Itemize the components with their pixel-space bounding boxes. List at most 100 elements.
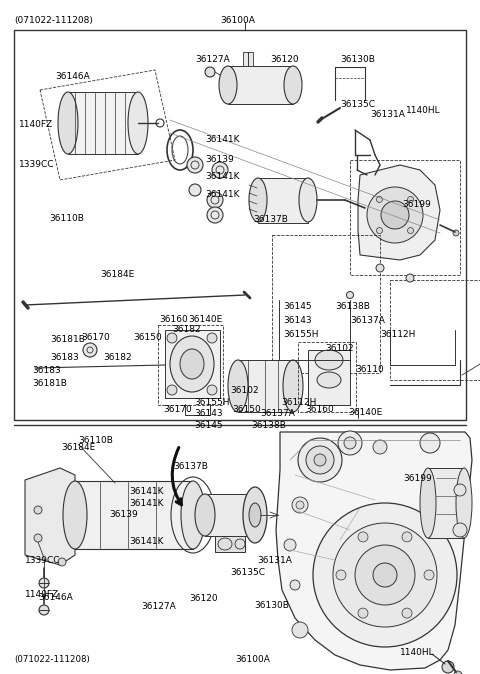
Polygon shape [276, 432, 472, 670]
Ellipse shape [317, 372, 341, 388]
Circle shape [290, 580, 300, 590]
Bar [258, 178, 308, 223]
Circle shape [376, 196, 383, 202]
Circle shape [167, 385, 177, 395]
Bar [14, 30, 466, 420]
Text: 36143: 36143 [194, 409, 223, 418]
Bar [215, 536, 245, 552]
Circle shape [367, 187, 423, 243]
Bar [350, 160, 460, 275]
Circle shape [336, 570, 346, 580]
Ellipse shape [284, 66, 302, 104]
Circle shape [207, 207, 223, 223]
Circle shape [306, 446, 334, 474]
Circle shape [39, 578, 49, 588]
Text: 36139: 36139 [205, 155, 234, 164]
Ellipse shape [195, 494, 215, 536]
Text: 36127A: 36127A [142, 602, 176, 611]
Text: 1140FZ: 1140FZ [25, 590, 59, 599]
Bar [205, 494, 255, 536]
Text: 36150: 36150 [133, 333, 162, 342]
Ellipse shape [228, 360, 248, 412]
Circle shape [420, 433, 440, 453]
Text: 36130B: 36130B [340, 55, 375, 64]
Ellipse shape [420, 468, 436, 538]
Text: 1140FZ: 1140FZ [19, 120, 53, 129]
Text: 36139: 36139 [109, 510, 138, 519]
Bar [158, 325, 223, 405]
Text: 36137A: 36137A [350, 316, 385, 325]
Text: 36135C: 36135C [230, 568, 265, 577]
Ellipse shape [283, 360, 303, 412]
Circle shape [453, 230, 459, 236]
Ellipse shape [128, 92, 148, 154]
Circle shape [381, 201, 409, 229]
Ellipse shape [58, 92, 78, 154]
Circle shape [296, 501, 304, 509]
Text: 36110B: 36110B [78, 436, 113, 445]
Text: 36138B: 36138B [251, 421, 286, 429]
Bar [243, 52, 253, 66]
Text: 36130B: 36130B [254, 601, 289, 610]
Bar [308, 350, 350, 405]
Text: 36138B: 36138B [335, 302, 370, 311]
Bar [75, 481, 193, 549]
Circle shape [442, 661, 454, 673]
Text: 36141K: 36141K [130, 537, 164, 545]
Circle shape [424, 570, 434, 580]
Text: 36140E: 36140E [188, 315, 222, 324]
Circle shape [187, 157, 203, 173]
Text: 36100A: 36100A [235, 655, 270, 664]
Circle shape [344, 437, 356, 449]
Circle shape [408, 228, 414, 234]
Circle shape [313, 503, 457, 647]
Circle shape [376, 228, 383, 234]
Circle shape [402, 532, 412, 542]
Ellipse shape [170, 336, 214, 392]
Circle shape [207, 385, 217, 395]
Text: 36110: 36110 [355, 365, 384, 374]
Bar [238, 360, 293, 412]
Ellipse shape [181, 481, 205, 549]
Ellipse shape [456, 468, 472, 538]
Circle shape [454, 671, 462, 674]
Ellipse shape [243, 487, 267, 543]
Text: 36184E: 36184E [61, 443, 96, 452]
Text: 36155H: 36155H [194, 398, 230, 406]
Text: 36135C: 36135C [340, 100, 375, 109]
Bar [68, 92, 138, 154]
Text: 36131A: 36131A [370, 110, 405, 119]
Circle shape [212, 162, 228, 178]
Text: 36160: 36160 [305, 405, 334, 414]
Circle shape [207, 192, 223, 208]
Text: 36141K: 36141K [205, 172, 240, 181]
Text: 36145: 36145 [283, 302, 312, 311]
Circle shape [402, 608, 412, 618]
Text: 1140HL: 1140HL [400, 648, 434, 657]
Circle shape [358, 608, 368, 618]
Circle shape [355, 545, 415, 605]
Bar [165, 330, 220, 398]
Circle shape [347, 291, 353, 299]
Text: 36137B: 36137B [253, 215, 288, 224]
Text: 36131A: 36131A [257, 556, 292, 565]
Text: 36170: 36170 [82, 333, 110, 342]
Circle shape [314, 454, 326, 466]
Circle shape [292, 622, 308, 638]
Circle shape [338, 431, 362, 455]
Polygon shape [358, 165, 440, 260]
Text: 36102: 36102 [325, 344, 354, 353]
Text: 36137B: 36137B [173, 462, 208, 471]
Bar [428, 468, 464, 538]
Text: 36170: 36170 [163, 405, 192, 414]
Text: 36145: 36145 [194, 421, 223, 429]
Text: 36183: 36183 [33, 366, 61, 375]
Ellipse shape [299, 178, 317, 222]
Text: 36199: 36199 [403, 474, 432, 483]
Text: 36143: 36143 [283, 316, 312, 325]
Ellipse shape [249, 178, 267, 222]
Text: 36155H: 36155H [283, 330, 319, 339]
Circle shape [167, 333, 177, 343]
Text: 36120: 36120 [270, 55, 299, 64]
Text: 36141K: 36141K [130, 499, 164, 508]
